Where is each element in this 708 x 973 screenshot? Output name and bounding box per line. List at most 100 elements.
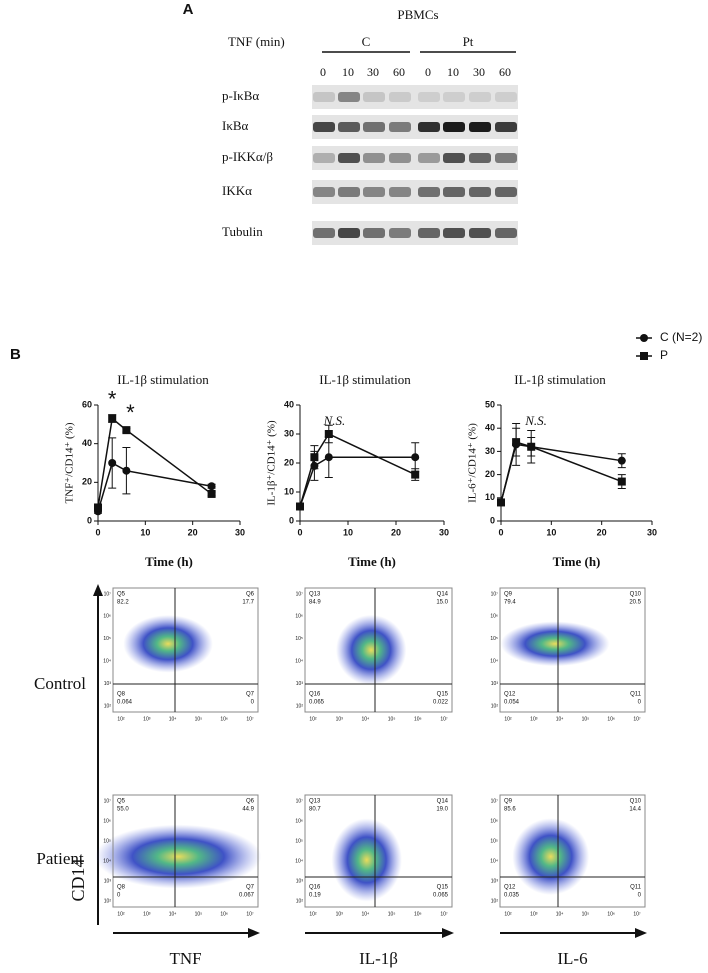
- tick-label: 10²: [309, 911, 317, 917]
- y-tick-label: 20: [82, 477, 92, 487]
- blot-band: [338, 122, 360, 132]
- plot-frame: [499, 587, 646, 713]
- quadrant-name: Q7: [246, 692, 255, 698]
- quadrant-value: 79.4: [504, 600, 516, 606]
- tick-label: 10⁴: [490, 659, 498, 665]
- tick-label: 10²: [296, 703, 304, 709]
- blot-band: [338, 228, 360, 238]
- tick-label: 10⁶: [607, 716, 615, 722]
- marker: [512, 438, 521, 447]
- blot-band: [363, 92, 385, 102]
- quadrant-value: 14.4: [629, 807, 641, 813]
- quadrant-name: Q15: [437, 692, 449, 698]
- blot-strip: [312, 85, 518, 109]
- marker: [324, 453, 333, 462]
- time-label: TNF (min): [228, 34, 285, 49]
- tick-label: 10³: [491, 681, 499, 687]
- marker: [108, 459, 117, 467]
- quadrant-value: 0: [117, 893, 121, 899]
- marker: [411, 453, 420, 462]
- event-density: [331, 818, 402, 902]
- quadrant-name: Q5: [117, 799, 126, 805]
- tick-label: 10²: [117, 716, 125, 722]
- y-tick-label: 10: [485, 492, 495, 502]
- quadrant-name: Q8: [117, 692, 126, 698]
- blot-band: [418, 228, 440, 238]
- quadrant-name: Q13: [309, 592, 321, 598]
- arrow-head: [442, 928, 454, 938]
- blot-band: [443, 153, 465, 163]
- marker: [497, 498, 505, 507]
- blot-band: [495, 92, 517, 102]
- blot-band: [495, 187, 517, 197]
- blot-band: [313, 122, 335, 132]
- tick-label: 10⁴: [556, 911, 564, 917]
- x-tick-label: 0: [498, 527, 503, 537]
- x-axis-label: IL-1β: [359, 949, 398, 968]
- arrow-head: [248, 928, 260, 938]
- x-tick-label: 20: [188, 527, 198, 537]
- legend-marker: [640, 352, 648, 360]
- y-axis-label: CD14: [68, 858, 88, 901]
- x-tick-label: 0: [297, 527, 302, 537]
- x-tick-label: 30: [235, 527, 245, 537]
- quadrant-value: 0: [638, 893, 642, 899]
- blot-band: [418, 153, 440, 163]
- tick-label: 10⁴: [362, 911, 370, 917]
- y-tick-label: 40: [82, 438, 92, 448]
- quadrant-name: Q7: [246, 885, 255, 891]
- plot-frame: [304, 794, 453, 908]
- tick-label: 10⁷: [440, 716, 448, 722]
- quadrant-value: 0.067: [239, 893, 255, 899]
- tick-label: 10⁷: [246, 911, 254, 917]
- tick-label: 10²: [491, 898, 499, 904]
- tick-label: 10⁶: [490, 818, 498, 824]
- blot-band: [495, 153, 517, 163]
- tick-label: 10⁷: [491, 591, 499, 597]
- blot-band: [363, 228, 385, 238]
- tick-label: 10⁶: [103, 818, 111, 824]
- x-axis-label: TNF: [169, 949, 201, 968]
- x-tick-label: 10: [140, 527, 150, 537]
- tick-label: 10²: [296, 898, 304, 904]
- marker: [617, 477, 626, 486]
- y-tick-label: 40: [284, 399, 294, 409]
- quadrant-name: Q15: [437, 885, 449, 891]
- tick-label: 10⁴: [103, 659, 111, 665]
- blot-band: [443, 187, 465, 197]
- tick-label: 10⁴: [169, 716, 177, 722]
- blot-band: [313, 153, 335, 163]
- quadrant-value: 0.19: [309, 893, 321, 899]
- legend-marker: [640, 334, 648, 342]
- quadrant-value: 0.054: [504, 700, 520, 706]
- blot-band: [313, 92, 335, 102]
- tick-label: 10³: [491, 878, 499, 884]
- lane-label: 60: [499, 65, 511, 79]
- protein-label: IKKα: [222, 183, 252, 198]
- quadrant-name: Q9: [504, 799, 513, 805]
- blot-band: [495, 228, 517, 238]
- marker: [617, 456, 626, 465]
- quadrant-value: 44.9: [242, 807, 254, 813]
- tick-label: 10⁶: [414, 911, 422, 917]
- tick-label: 10⁶: [295, 818, 303, 824]
- x-axis-label: Time (h): [145, 554, 193, 569]
- tick-label: 10⁷: [440, 911, 448, 917]
- tick-label: 10⁶: [607, 911, 615, 917]
- y-tick-label: 20: [284, 457, 294, 467]
- tick-label: 10⁴: [295, 858, 303, 864]
- blot-band: [313, 187, 335, 197]
- quadrant-name: Q16: [309, 692, 321, 698]
- protein-label: Tubulin: [222, 224, 263, 239]
- arrow-head: [93, 584, 103, 596]
- tick-label: 10³: [104, 681, 112, 687]
- quadrant-value: 20.5: [629, 600, 641, 606]
- tick-label: 10⁷: [296, 798, 304, 804]
- tick-label: 10³: [104, 878, 112, 884]
- blot-band: [495, 122, 517, 132]
- tick-label: 10⁶: [490, 614, 498, 620]
- x-axis-label: Time (h): [348, 554, 396, 569]
- marker: [296, 502, 304, 511]
- tick-label: 10⁴: [103, 858, 111, 864]
